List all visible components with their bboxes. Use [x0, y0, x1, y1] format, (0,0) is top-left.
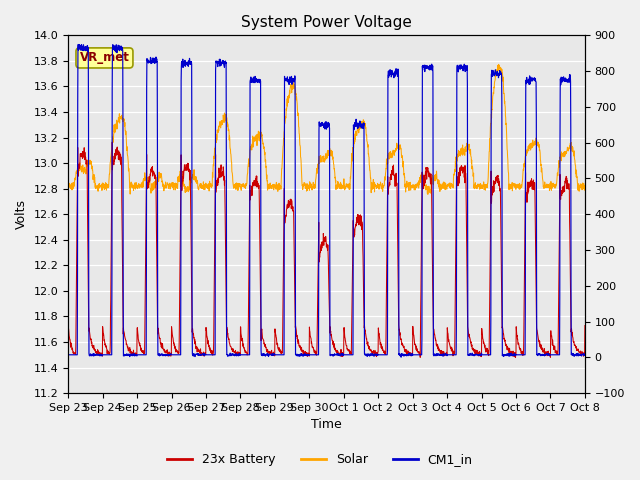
Text: VR_met: VR_met [79, 51, 129, 64]
Title: System Power Voltage: System Power Voltage [241, 15, 412, 30]
X-axis label: Time: Time [311, 419, 342, 432]
Y-axis label: Volts: Volts [15, 199, 28, 229]
Legend: 23x Battery, Solar, CM1_in: 23x Battery, Solar, CM1_in [163, 448, 477, 471]
